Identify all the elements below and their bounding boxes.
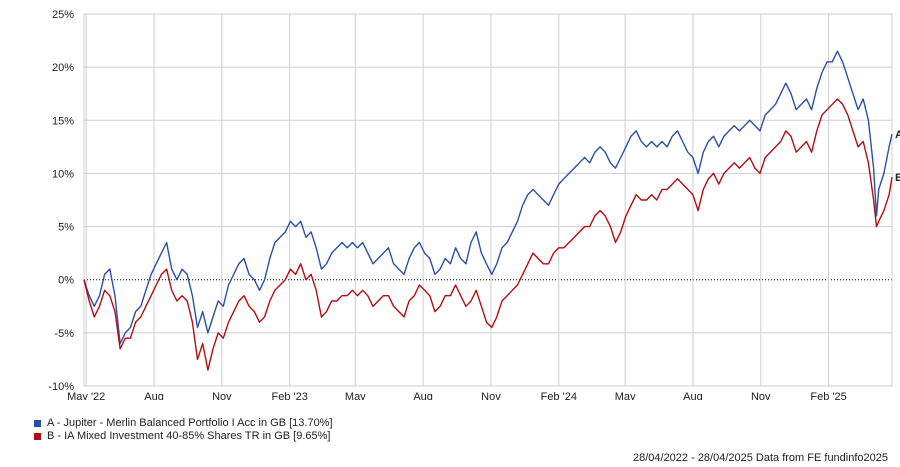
x-tick-label: Nov bbox=[212, 391, 232, 400]
y-tick-label: 10% bbox=[52, 168, 74, 180]
x-tick-label: May bbox=[615, 391, 636, 400]
y-tick-label: 25% bbox=[52, 9, 74, 21]
legend-item-b[interactable]: B - IA Mixed Investment 40-85% Shares TR… bbox=[34, 430, 333, 443]
x-tick-label: Aug bbox=[683, 391, 703, 400]
series-end-tag-b: B bbox=[895, 172, 900, 184]
x-tick-label: Feb '24 bbox=[541, 391, 577, 400]
x-tick-label: Nov bbox=[481, 391, 501, 400]
legend-item-a[interactable]: A - Jupiter - Merlin Balanced Portfolio … bbox=[34, 417, 333, 430]
y-axis-tick-labels: -10% -5% 0% 5% 10% 15% 20% 25% bbox=[48, 9, 74, 393]
series-lines bbox=[83, 50, 893, 371]
x-tick-label: Aug bbox=[413, 391, 433, 400]
legend-swatch-b bbox=[34, 433, 41, 440]
y-tick-label: 0% bbox=[58, 275, 74, 287]
y-tick-label: 15% bbox=[52, 115, 74, 127]
performance-line-chart: -10% -5% 0% 5% 10% 15% 20% 25% May '22 Aug Nov Feb… bbox=[48, 9, 900, 400]
series-line-b bbox=[83, 98, 893, 371]
series-line-a bbox=[83, 50, 893, 345]
plot-border bbox=[83, 13, 893, 387]
series-end-tags: AB bbox=[895, 129, 900, 184]
y-tick-label: 20% bbox=[52, 62, 74, 74]
legend-swatch-a bbox=[34, 420, 41, 427]
grid bbox=[83, 13, 893, 387]
x-tick-label: Feb '23 bbox=[272, 391, 308, 400]
x-tick-label: Feb '25 bbox=[810, 391, 846, 400]
series-end-tag-a: A bbox=[895, 129, 900, 141]
legend: A - Jupiter - Merlin Balanced Portfolio … bbox=[34, 417, 333, 443]
y-tick-label: 5% bbox=[58, 222, 74, 234]
x-tick-label: May bbox=[345, 391, 366, 400]
x-tick-label: May '22 bbox=[67, 391, 105, 400]
x-axis-tick-labels: May '22 Aug Nov Feb '23 May Aug Nov Feb '24 May A… bbox=[67, 391, 847, 400]
x-tick-label: Aug bbox=[144, 391, 164, 400]
y-tick-label: -10% bbox=[48, 381, 74, 393]
y-tick-label: -5% bbox=[54, 328, 74, 340]
data-source-footer: 28/04/2022 - 28/04/2025 Data from FE fun… bbox=[632, 452, 888, 464]
legend-label-a: A - Jupiter - Merlin Balanced Portfolio … bbox=[47, 417, 333, 429]
x-tick-label: Nov bbox=[751, 391, 771, 400]
legend-label-b: B - IA Mixed Investment 40-85% Shares TR… bbox=[47, 430, 331, 442]
